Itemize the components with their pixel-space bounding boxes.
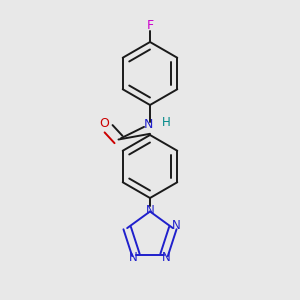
Text: H: H (162, 116, 171, 130)
Text: F: F (146, 19, 154, 32)
Text: N: N (129, 251, 138, 264)
Text: N: N (162, 251, 171, 264)
Text: N: N (144, 118, 153, 131)
Text: N: N (146, 203, 154, 217)
Text: O: O (99, 117, 109, 130)
Text: N: N (172, 219, 181, 232)
